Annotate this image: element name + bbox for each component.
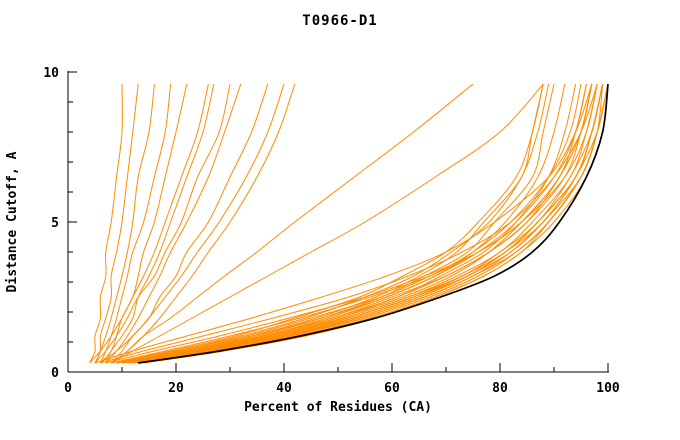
model-curve [110,83,474,364]
model-curve [132,83,604,364]
model-curve [110,83,269,364]
y-tick-label: 5 [51,216,59,231]
model-curve [100,83,285,364]
x-tick-label: 40 [276,381,292,396]
tick-labels: 0 20 40 60 80 100 0 5 10 [43,66,620,396]
model-curve [116,83,550,364]
x-tick-label: 60 [384,381,400,396]
y-tick-label: 10 [43,66,59,81]
x-axis-label: Percent of Residues (CA) [244,400,432,415]
model-curve [121,83,604,364]
model-curve [100,83,188,364]
model-curve [111,83,544,364]
model-curve [143,83,609,364]
model-curve [94,83,593,364]
model-curve [89,83,209,364]
x-tick-label: 100 [596,381,620,396]
axes [67,71,609,373]
model-curve [99,83,172,364]
model-curve [94,83,139,364]
model-curve [105,83,598,364]
x-tick-label: 0 [64,381,72,396]
y-tick-label: 0 [51,366,59,381]
model-curves-group [89,83,609,364]
model-curve [110,83,544,364]
model-curve [110,83,296,364]
y-axis-label: Distance Cutoff, A [5,151,20,292]
chart-title: T0966-D1 [302,13,377,29]
model-curve [116,83,587,364]
reference-curve [138,83,609,364]
model-curve [94,83,155,364]
model-curve [116,83,582,364]
model-curve [89,83,123,364]
model-curve [105,83,215,364]
model-curve [121,83,593,364]
model-curve [100,83,598,364]
x-tick-label: 80 [492,381,508,396]
model-curve [132,83,604,364]
model-curve [94,83,231,364]
x-tick-label: 20 [168,381,184,396]
model-curve [105,83,242,364]
